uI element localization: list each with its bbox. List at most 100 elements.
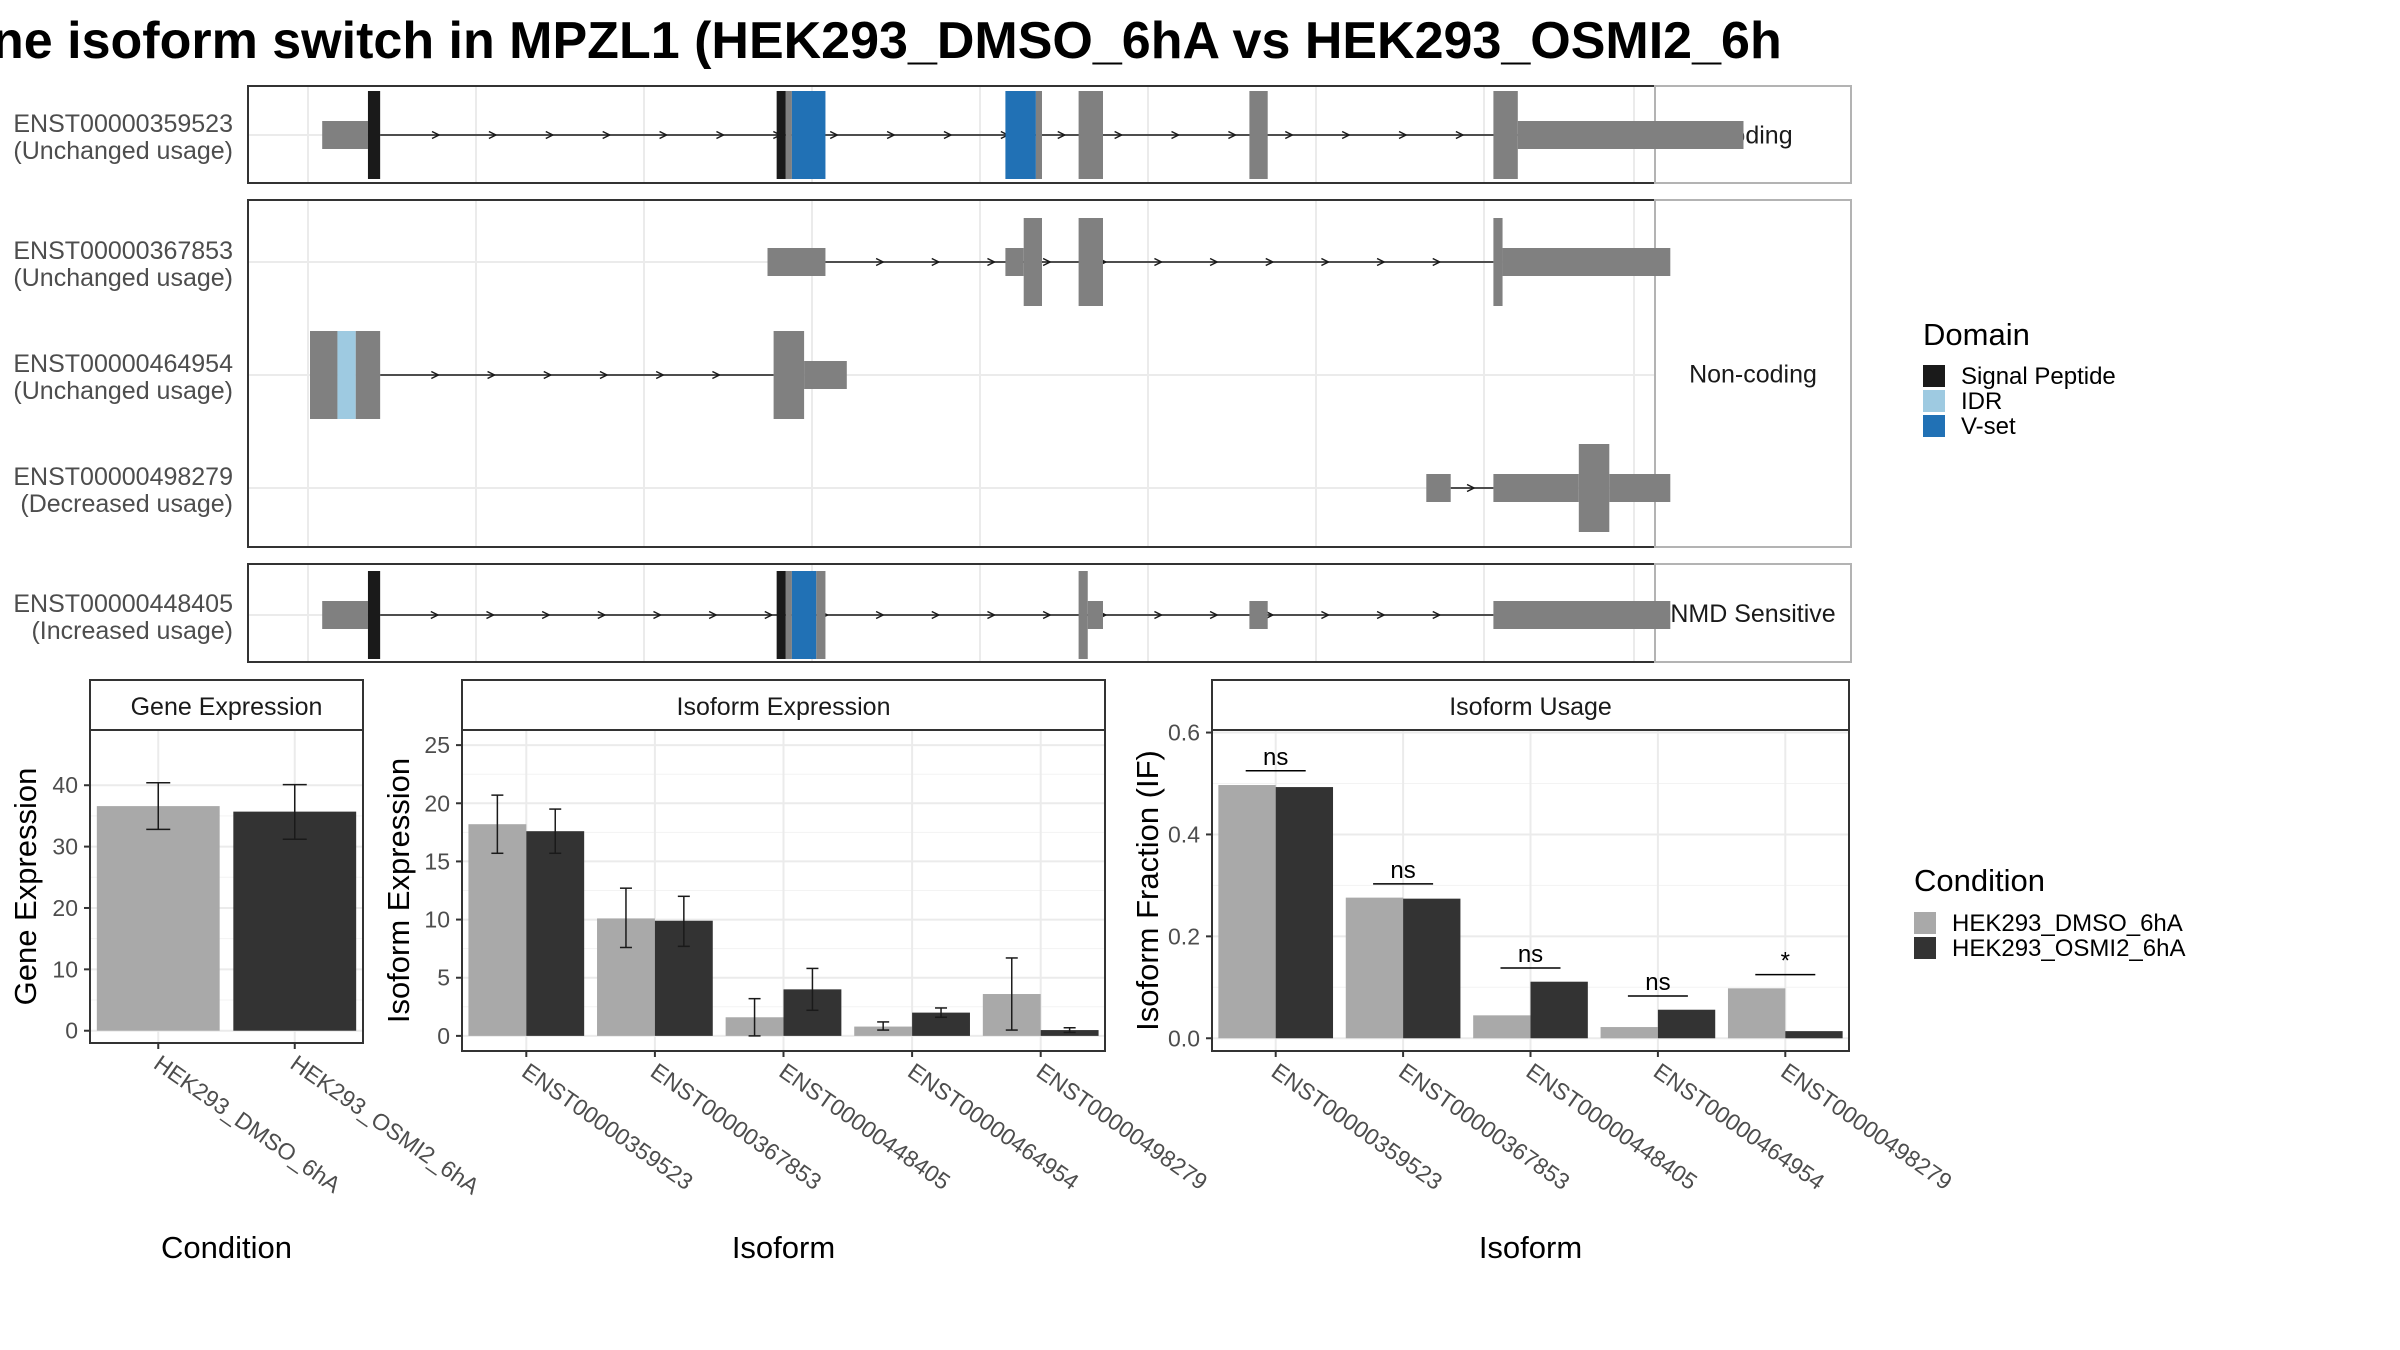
direction-arrow xyxy=(1171,130,1181,140)
direction-arrow xyxy=(599,370,609,380)
domain-legend-label: IDR xyxy=(1961,388,2002,415)
exon xyxy=(1426,474,1451,502)
bar-HEK293_DMSO_6hA-ENST00000498279 xyxy=(1727,988,1786,1039)
exon xyxy=(1493,218,1503,306)
direction-arrow xyxy=(659,130,669,140)
vset-segment xyxy=(791,571,817,659)
transcript-id-label: ENST00000367853 xyxy=(13,237,233,265)
y-tick-label: 0.4 xyxy=(1168,821,1200,847)
direction-arrow xyxy=(875,257,885,267)
chart-title: Gene Expression xyxy=(131,693,323,721)
direction-arrow xyxy=(541,610,551,620)
exon xyxy=(785,91,792,179)
direction-arrow xyxy=(886,130,896,140)
exon xyxy=(1249,601,1268,629)
exon xyxy=(1005,248,1024,276)
direction-arrow xyxy=(545,130,555,140)
direction-arrow xyxy=(1341,130,1351,140)
transcript-ENST00000498279: ENST00000498279(Decreased usage) xyxy=(13,444,1671,532)
direction-arrow xyxy=(653,610,663,620)
direction-arrow xyxy=(987,610,997,620)
direction-arrow xyxy=(1265,257,1275,267)
error-bar xyxy=(619,887,632,949)
direction-arrow xyxy=(1209,257,1219,267)
exon xyxy=(1078,571,1088,659)
expression-charts: Gene Expression010203040HEK293_DMSO_6hAH… xyxy=(8,679,1957,1265)
direction-arrow xyxy=(1321,610,1331,620)
y-tick-label: 15 xyxy=(424,848,450,874)
direction-arrow xyxy=(875,610,885,620)
y-tick-label: 20 xyxy=(52,895,78,921)
y-tick-label: 0 xyxy=(437,1023,450,1049)
direction-arrow xyxy=(1376,257,1386,267)
direction-arrow xyxy=(1284,130,1294,140)
exon xyxy=(355,331,381,419)
y-tick-label: 40 xyxy=(52,772,78,798)
error-bar xyxy=(491,794,504,855)
direction-arrow xyxy=(431,130,441,140)
error-bar xyxy=(1063,1026,1076,1034)
significance-label: ns xyxy=(1263,744,1288,771)
exon xyxy=(1493,474,1579,502)
direction-arrow xyxy=(543,370,553,380)
direction-arrow xyxy=(716,130,726,140)
transcript-usage-label: (Increased usage) xyxy=(31,617,233,645)
transcript-id-label: ENST00000498279 xyxy=(13,463,233,491)
exon xyxy=(322,601,368,629)
facet-strip xyxy=(1654,563,1852,663)
bar-HEK293_OSMI2_6hA-ENST00000359523 xyxy=(526,831,585,1036)
direction-arrow xyxy=(431,370,441,380)
direction-arrow xyxy=(1154,257,1164,267)
transcript-id-label: ENST00000448405 xyxy=(13,590,233,618)
direction-arrow xyxy=(1228,130,1238,140)
bar-HEK293_DMSO_6hA-ENST00000464954 xyxy=(854,1026,913,1036)
y-axis-title: Gene Expression xyxy=(8,768,43,1006)
bar-HEK293_OSMI2_6hA xyxy=(233,811,357,1031)
y-tick-label: 25 xyxy=(424,732,450,758)
figure-title: ne isoform switch in MPZL1 (HEK293_DMSO_… xyxy=(0,12,1782,70)
y-tick-label: 0.2 xyxy=(1168,923,1200,949)
direction-arrow xyxy=(987,257,997,267)
error-bar xyxy=(806,967,819,1012)
transcript-usage-label: (Unchanged usage) xyxy=(13,377,233,405)
domain-legend-label: V-set xyxy=(1961,413,2016,440)
exon xyxy=(785,571,792,659)
error-bar xyxy=(877,1021,890,1031)
error-bar xyxy=(282,783,307,840)
exon xyxy=(1517,121,1744,149)
condition-legend-title: Condition xyxy=(1914,863,2045,898)
exon xyxy=(1249,91,1268,179)
direction-arrow xyxy=(1432,610,1442,620)
transcript-ENST00000367853: ENST00000367853(Unchanged usage) xyxy=(13,218,1671,306)
exon xyxy=(1493,91,1518,179)
significance-label: ns xyxy=(1518,941,1543,968)
transcript-usage-label: (Unchanged usage) xyxy=(13,137,233,165)
exon xyxy=(1023,218,1042,306)
y-tick-label: 0 xyxy=(65,1018,78,1044)
direction-arrow xyxy=(1209,610,1219,620)
bar-HEK293_DMSO_6hA-ENST00000367853 xyxy=(1345,897,1404,1039)
condition-legend-label: HEK293_DMSO_6hA xyxy=(1952,910,2183,937)
transcript-ENST00000359523: ENST00000359523(Unchanged usage) xyxy=(13,91,1744,179)
chart-title-strip xyxy=(89,679,364,731)
domain-legend-key xyxy=(1923,415,1945,437)
chart-title: Isoform Expression xyxy=(677,693,891,721)
domain-legend-key xyxy=(1923,390,1945,412)
direction-arrow xyxy=(597,610,607,620)
domain-legend-title: Domain xyxy=(1923,317,2030,352)
exon xyxy=(1578,444,1610,532)
bar-HEK293_DMSO_6hA-ENST00000464954 xyxy=(1600,1027,1658,1039)
direction-arrow xyxy=(602,130,612,140)
error-bar xyxy=(748,997,761,1037)
condition-legend-key xyxy=(1914,937,1936,959)
significance-label: * xyxy=(1781,948,1790,975)
direction-arrow xyxy=(1042,257,1052,267)
domain-legend-key xyxy=(1923,365,1945,387)
bar-HEK293_OSMI2_6hA-ENST00000464954 xyxy=(912,1012,970,1036)
vset-segment xyxy=(791,91,826,179)
